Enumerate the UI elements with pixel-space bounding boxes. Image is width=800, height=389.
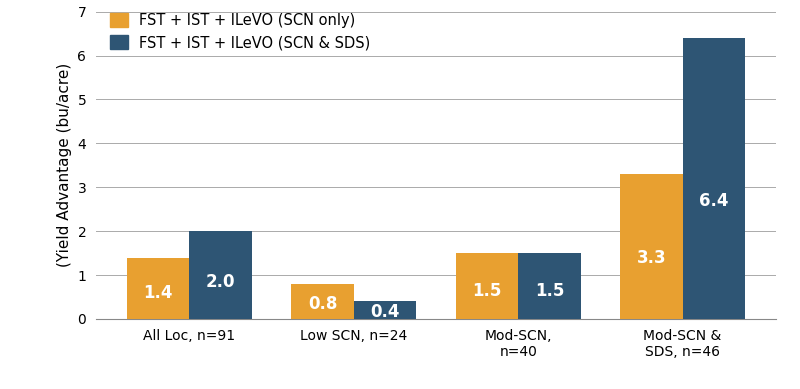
Bar [456,253,518,319]
Text: 1.4: 1.4 [143,284,173,302]
Bar [682,38,745,319]
Text: 0.4: 0.4 [370,303,400,321]
Text: 6.4: 6.4 [699,192,729,210]
Bar [354,301,416,319]
Text: 1.5: 1.5 [534,282,564,300]
Text: 3.3: 3.3 [637,249,666,267]
Bar [190,231,252,319]
Text: 0.8: 0.8 [308,295,338,313]
Bar [518,253,581,319]
Bar [620,174,682,319]
Bar [127,258,190,319]
Y-axis label: (Yield Advantage (bu/acre): (Yield Advantage (bu/acre) [57,63,72,268]
Text: 1.5: 1.5 [472,282,502,300]
Legend: FST + IST + ILeVO (SCN only), FST + IST + ILeVO (SCN & SDS): FST + IST + ILeVO (SCN only), FST + IST … [110,13,370,50]
Bar [291,284,354,319]
Text: 2.0: 2.0 [206,273,235,291]
